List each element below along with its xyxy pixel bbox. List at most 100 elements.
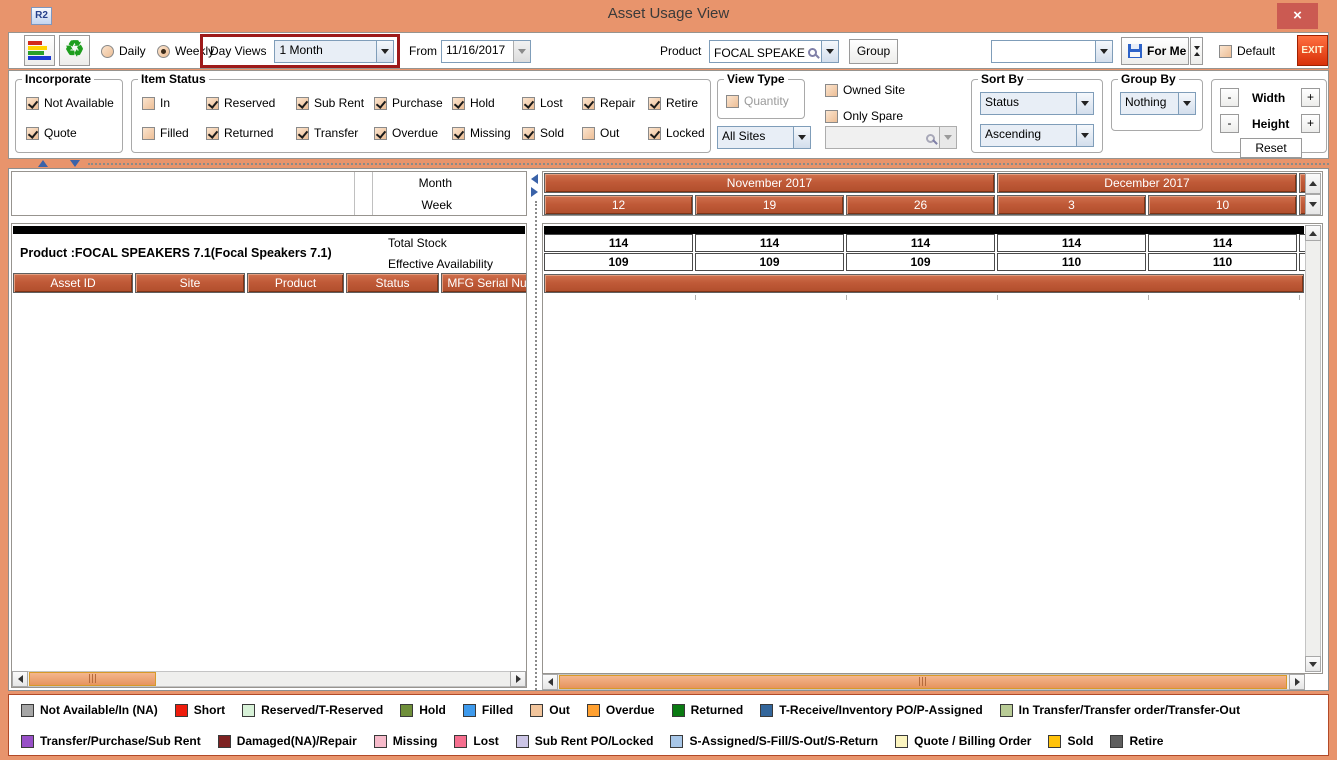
week-header[interactable]: 12 <box>544 195 693 215</box>
column-header-status[interactable]: Status <box>346 273 439 293</box>
checkbox-repair[interactable]: Repair <box>582 96 635 110</box>
checkbox-reserved[interactable]: Reserved <box>206 96 275 110</box>
column-header-site[interactable]: Site <box>135 273 245 293</box>
left-horizontal-scrollbar[interactable] <box>12 671 526 687</box>
checkbox-not-available[interactable]: Not Available <box>26 96 114 110</box>
group-by-select[interactable]: Nothing <box>1120 92 1196 115</box>
height-plus-button[interactable]: + <box>1301 114 1320 133</box>
product-value: FOCAL SPEAKE... <box>714 45 807 60</box>
week-header[interactable]: 19 <box>695 195 844 215</box>
right-vertical-scrollbar[interactable] <box>1305 225 1321 672</box>
exit-button[interactable]: EXIT <box>1297 35 1328 66</box>
default-checkbox[interactable]: Default <box>1219 44 1275 58</box>
checkbox-lost[interactable]: Lost <box>522 96 563 110</box>
scrollbar-thumb[interactable] <box>29 672 156 686</box>
status-color-swatch <box>760 703 774 717</box>
sites-select[interactable]: All Sites <box>717 126 811 149</box>
week-header[interactable]: 10 <box>1148 195 1297 215</box>
calendar-dropdown-icon[interactable] <box>513 41 530 62</box>
sort-field-select[interactable]: Status <box>980 92 1094 115</box>
checkbox-quote[interactable]: Quote <box>26 126 77 140</box>
chevron-down-icon[interactable] <box>1178 93 1195 114</box>
scrollbar-thumb[interactable] <box>559 675 1287 689</box>
checkbox-hold[interactable]: Hold <box>452 96 495 110</box>
column-header-mfg-serial[interactable]: MFG Serial Nu <box>441 273 526 293</box>
header-scroll-up-icon[interactable] <box>1305 173 1321 194</box>
checkbox-sub-rent[interactable]: Sub Rent <box>296 96 364 110</box>
for-me-spinner[interactable] <box>1190 37 1203 65</box>
checkbox-only-spare[interactable]: Only Spare <box>825 109 903 123</box>
checkbox-transfer[interactable]: Transfer <box>296 126 358 140</box>
close-button[interactable]: × <box>1277 3 1318 29</box>
width-minus-button[interactable]: - <box>1220 88 1239 107</box>
month-header-november[interactable]: November 2017 <box>544 173 995 193</box>
chevron-down-icon[interactable] <box>793 127 810 148</box>
chevron-down-icon[interactable] <box>821 41 838 62</box>
checkbox-label: Not Available <box>44 96 114 110</box>
column-header-product[interactable]: Product <box>247 273 344 293</box>
group-button[interactable]: Group <box>849 39 898 64</box>
checkbox-sold[interactable]: Sold <box>522 126 564 140</box>
product-select[interactable]: FOCAL SPEAKE... <box>709 40 839 63</box>
chevron-down-icon <box>939 127 956 148</box>
vertical-splitter[interactable] <box>529 169 542 690</box>
checkbox-retire[interactable]: Retire <box>648 96 698 110</box>
checkbox-box <box>1219 44 1232 58</box>
splitter-right-icon[interactable] <box>531 187 538 197</box>
week-header[interactable]: 3 <box>997 195 1146 215</box>
saved-view-select[interactable] <box>991 40 1113 63</box>
refresh-button[interactable]: ♻ <box>59 35 90 66</box>
week-header[interactable]: 26 <box>846 195 995 215</box>
scroll-right-icon[interactable] <box>1289 674 1305 690</box>
checkbox-owned-site[interactable]: Owned Site <box>825 83 905 97</box>
checkbox-purchase[interactable]: Purchase <box>374 96 443 110</box>
scroll-left-icon[interactable] <box>542 674 558 690</box>
scroll-right-icon[interactable] <box>510 671 526 687</box>
checkbox-returned[interactable]: Returned <box>206 126 273 140</box>
chevron-down-icon[interactable] <box>1095 41 1112 62</box>
sort-direction-select[interactable]: Ascending <box>980 124 1094 147</box>
status-color-swatch <box>515 734 529 748</box>
scroll-left-icon[interactable] <box>12 671 28 687</box>
checkbox-in[interactable]: In <box>142 96 170 110</box>
width-plus-button[interactable]: + <box>1301 88 1320 107</box>
horizontal-splitter[interactable] <box>8 159 1329 168</box>
status-color-swatch <box>373 734 387 748</box>
from-date-field[interactable]: 11/16/2017 <box>441 40 531 63</box>
status-color-swatch <box>999 703 1013 717</box>
chevron-down-icon[interactable] <box>1076 93 1093 114</box>
legend-colors-button[interactable] <box>24 35 55 66</box>
day-views-select[interactable]: 1 Month <box>274 39 395 63</box>
splitter-down-icon[interactable] <box>70 160 80 167</box>
checkbox-locked[interactable]: Locked <box>648 126 705 140</box>
chevron-down-icon[interactable] <box>1076 125 1093 146</box>
column-header-asset-id[interactable]: Asset ID <box>13 273 133 293</box>
legend-item: Sold <box>1048 734 1093 748</box>
splitter-up-icon[interactable] <box>38 160 48 167</box>
sort-by-title: Sort By <box>978 72 1027 86</box>
right-horizontal-scrollbar[interactable] <box>542 674 1305 690</box>
splitter-left-icon[interactable] <box>531 174 538 184</box>
titlebar: R2 Asset Usage View × <box>0 0 1337 30</box>
month-row-label: Month <box>418 176 452 190</box>
reset-button[interactable]: Reset <box>1240 138 1302 158</box>
daily-radio[interactable]: Daily <box>101 44 146 58</box>
month-header-december[interactable]: December 2017 <box>997 173 1297 193</box>
right-header-box: November 2017 December 2017 12 19 26 3 1… <box>542 171 1323 216</box>
height-minus-button[interactable]: - <box>1220 114 1239 133</box>
checkbox-missing[interactable]: Missing <box>452 126 511 140</box>
effective-availability-cell-partial <box>1299 253 1306 271</box>
checkbox-overdue[interactable]: Overdue <box>374 126 438 140</box>
month-header-partial <box>1299 173 1305 193</box>
checkbox-filled[interactable]: Filled <box>142 126 189 140</box>
for-me-button[interactable]: For Me <box>1121 37 1189 65</box>
scroll-down-icon[interactable] <box>1305 656 1321 672</box>
header-scroll-down-icon[interactable] <box>1305 194 1321 215</box>
chevron-down-icon[interactable] <box>376 40 394 62</box>
scroll-up-icon[interactable] <box>1305 225 1321 241</box>
checkbox-box <box>26 126 39 140</box>
checkbox-out[interactable]: Out <box>582 126 619 140</box>
weekly-radio[interactable]: Weekly <box>157 44 214 58</box>
search-icon[interactable] <box>808 48 817 57</box>
